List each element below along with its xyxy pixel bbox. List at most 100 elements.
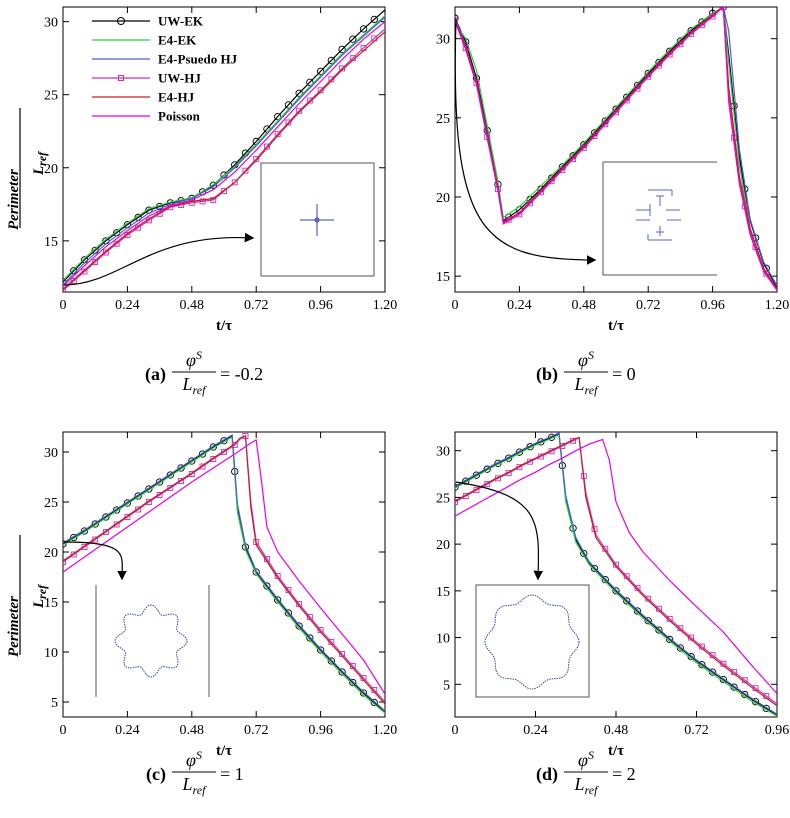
inset-arrow — [63, 541, 127, 581]
series-line-e4-ek — [63, 15, 385, 281]
marker-square — [63, 287, 66, 292]
marker-circle — [590, 564, 599, 573]
y-tick-label: 20 — [436, 538, 450, 553]
marker-circle — [252, 568, 260, 576]
marker-circle — [316, 646, 325, 654]
x-tick-label: 0.48 — [180, 723, 205, 738]
marker-square — [527, 200, 534, 207]
caption-label: (b) — [536, 364, 558, 385]
marker-circle — [134, 492, 142, 500]
marker-square — [135, 506, 142, 513]
marker-circle — [666, 635, 674, 644]
x-tick-label: 0.24 — [523, 723, 548, 738]
legend-item: Poisson — [92, 109, 201, 124]
chart-panel-b: 0 0.24 0.48 0.72 0.96 1.20 15 20 25 30 t/τ (b) φS Lre… — [436, 6, 790, 397]
y-axis-label-bottom-row: Perimeter Lref — [6, 535, 49, 657]
marker-circle — [349, 678, 357, 687]
split-cross-shape — [636, 189, 681, 241]
legend-label: UW-HJ — [158, 71, 201, 86]
legend-label: E4-EK — [158, 33, 197, 48]
marker-circle — [483, 465, 491, 473]
legend-label: E4-HJ — [158, 90, 195, 105]
y-tick-label: 10 — [44, 646, 58, 661]
y-tick-label: 5 — [443, 678, 450, 693]
x-tick-label: 0.24 — [115, 723, 140, 738]
caption-fraction-top: φS — [186, 348, 202, 370]
marker-square — [548, 178, 555, 185]
y-tick-label: 30 — [436, 33, 450, 48]
marker-square — [306, 97, 313, 104]
caption-d: (d) φS Lref = 2 — [536, 748, 636, 797]
y-tick-label: 30 — [44, 446, 58, 461]
legend-item: E4-Psuedo HJ — [92, 52, 238, 67]
legend-item: E4-HJ — [92, 90, 195, 105]
y-tick-label: 30 — [44, 16, 58, 31]
legend-label: Poisson — [158, 109, 201, 124]
plot-frame — [62, 6, 386, 293]
inset-arrow — [454, 17, 597, 265]
marker-circle — [63, 540, 67, 548]
chart-panel-d: 0 0.24 0.48 0.72 0.96 5 10 15 20 25 30 t/τ (d) φS Lref… — [436, 431, 790, 797]
x-tick-label: 1.20 — [373, 298, 398, 313]
series-line-poisson — [455, 7, 777, 291]
marker-circle — [166, 471, 174, 479]
x-tick-label: 0.96 — [765, 723, 790, 738]
marker-circle — [359, 689, 368, 697]
x-tick-label: 1.20 — [765, 298, 790, 313]
marker-circle — [284, 609, 293, 617]
marker-circle — [472, 471, 481, 479]
series-line-e4-ek — [455, 7, 777, 290]
marker-square — [317, 87, 324, 94]
x-tick-label: 0.48 — [572, 298, 597, 313]
marker-circle — [655, 626, 663, 634]
marker-square — [645, 73, 652, 80]
x-tick-label: 0.72 — [244, 298, 269, 313]
caption-value: = 0 — [612, 364, 636, 384]
caption-fraction-bottom: Lref — [182, 374, 208, 397]
caption-label: (d) — [536, 764, 558, 785]
legend-label: E4-Psuedo HJ — [158, 52, 238, 67]
series-line-poisson — [455, 438, 777, 695]
x-axis-label: t/τ — [216, 318, 232, 334]
legend: UW-EK E4-EK E4-Psuedo HJ UW-HJ E4-HJ Poisson — [92, 14, 238, 124]
inset-c — [63, 541, 210, 697]
marker-square — [210, 456, 217, 462]
x-tick-label: 0.96 — [308, 298, 333, 313]
y-tick-label: 25 — [436, 112, 450, 127]
series-line-uw-hj — [455, 436, 777, 705]
marker-circle — [644, 617, 652, 625]
marker-square — [455, 499, 458, 506]
marker-circle — [338, 45, 346, 54]
x-tick-label: 0.24 — [115, 298, 140, 313]
marker-circle — [70, 533, 78, 542]
series-line-e4-hj — [455, 7, 777, 290]
x-tick-label: 0.96 — [700, 298, 725, 313]
marker-circle — [113, 506, 121, 514]
y-tick-label: 20 — [436, 191, 450, 206]
marker-square — [296, 107, 303, 114]
marker-circle — [306, 634, 314, 642]
series-line-poisson — [63, 439, 385, 695]
chart-panel-a: 0 0.24 0.48 0.72 0.96 1.20 15 20 25 30 t/τ (a) φS Lre… — [44, 6, 398, 397]
y-tick-label: 30 — [436, 445, 450, 460]
caption-fraction-top: φS — [578, 348, 594, 370]
marker-square — [285, 119, 292, 126]
x-tick-label: 0 — [60, 298, 67, 313]
caption-value: = 1 — [220, 764, 244, 784]
marker-square — [591, 133, 598, 139]
marker-circle — [263, 582, 271, 590]
y-tick-label: 10 — [436, 632, 450, 647]
marker-circle — [209, 443, 217, 451]
y-tick-label: 15 — [436, 585, 450, 600]
marker-circle — [123, 499, 132, 507]
x-tick-label: 0.72 — [636, 298, 661, 313]
marker-square — [81, 544, 88, 550]
y-label-denominator: Lref — [31, 584, 49, 609]
x-axis-label: t/τ — [216, 743, 232, 759]
marker-circle — [306, 78, 314, 86]
marker-circle — [633, 607, 642, 615]
caption-value: = -0.2 — [220, 364, 263, 384]
marker-square — [145, 499, 152, 505]
marker-circle — [327, 657, 335, 665]
marker-square — [242, 167, 249, 174]
